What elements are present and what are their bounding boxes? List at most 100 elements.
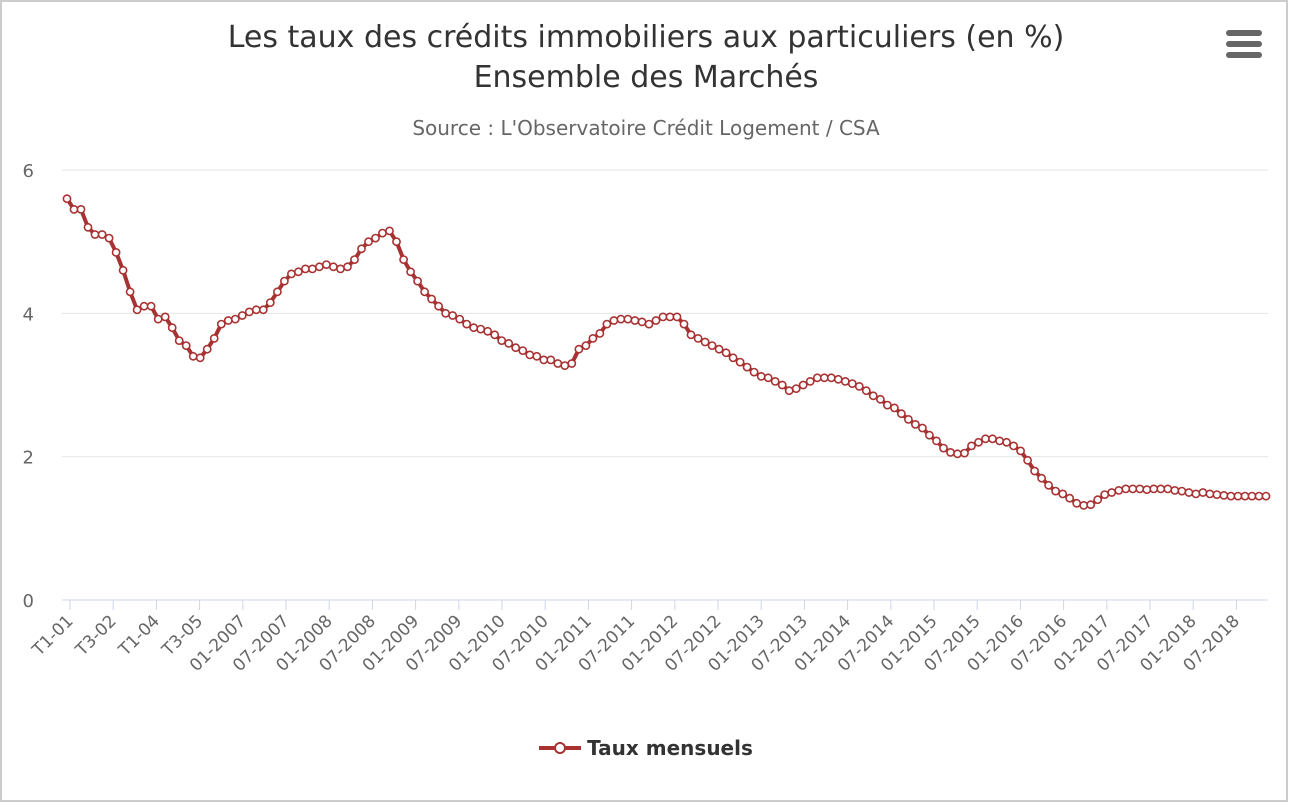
data-point: [97, 230, 107, 239]
legend: Taux mensuels: [0, 736, 1292, 763]
data-point: [946, 447, 955, 457]
hamburger-menu-icon[interactable]: [1226, 30, 1262, 62]
data-point: [1121, 484, 1131, 494]
data-point: [1023, 455, 1032, 465]
data-point: [420, 287, 429, 297]
data-point: [925, 430, 934, 440]
data-point: [1002, 437, 1011, 447]
data-point: [293, 267, 303, 277]
data-point: [1240, 491, 1250, 501]
data-point: [1149, 484, 1159, 494]
data-point: [1261, 491, 1271, 501]
data-point: [637, 317, 647, 327]
data-point: [988, 434, 997, 444]
data-point: [826, 373, 836, 383]
data-point: [974, 437, 983, 447]
data-point: [476, 324, 486, 334]
data-point: [378, 228, 387, 238]
data-point: [343, 262, 352, 272]
data-point: [209, 333, 219, 343]
data-point: [469, 323, 479, 333]
data-point: [588, 333, 598, 343]
data-point: [1135, 484, 1145, 494]
data-point: [932, 436, 941, 446]
data-point: [385, 226, 394, 236]
data-point: [336, 264, 345, 274]
data-point: [763, 373, 773, 383]
data-point: [1009, 441, 1018, 451]
data-point: [69, 204, 79, 214]
data-point: [497, 336, 507, 345]
data-point: [805, 376, 815, 386]
chart-title-line-1: Les taux des crédits immobiliers aux par…: [227, 20, 1065, 55]
y-tick-label: 4: [23, 304, 34, 325]
data-point: [981, 434, 990, 444]
data-point: [967, 441, 976, 451]
data-point: [350, 255, 359, 264]
y-tick-label: 0: [23, 591, 34, 612]
data-point: [265, 298, 275, 307]
menu-bar: [1226, 52, 1262, 58]
data-point: [1093, 495, 1103, 505]
data-point: [1079, 500, 1089, 510]
data-point: [1247, 491, 1257, 501]
data-point: [1037, 473, 1046, 483]
data-point: [623, 314, 633, 324]
data-point: [1030, 466, 1039, 476]
data-point: [553, 359, 563, 368]
legend-item-taux-mensuels[interactable]: Taux mensuels: [539, 736, 753, 760]
y-axis-labels: 0 2 4 6: [23, 161, 34, 612]
data-point: [167, 323, 177, 333]
data-point: [665, 312, 675, 322]
data-point: [1233, 491, 1243, 501]
data-point: [770, 376, 780, 386]
data-point: [868, 391, 878, 401]
data-point: [188, 351, 198, 361]
data-point: [581, 341, 591, 350]
data-point: [223, 316, 233, 325]
data-point: [714, 344, 724, 354]
data-point: [686, 330, 696, 340]
data-point: [62, 194, 72, 204]
series-line-0: [65, 196, 1268, 508]
data-point: [1219, 490, 1229, 500]
data-point: [911, 419, 920, 429]
y-tick-label: 2: [23, 448, 34, 469]
data-point: [883, 400, 892, 410]
x-axis: [62, 599, 1268, 610]
data-point: [504, 338, 514, 348]
data-point: [321, 260, 331, 269]
data-point: [125, 287, 135, 297]
data-point: [1058, 489, 1068, 499]
data-point: [728, 353, 738, 363]
data-point: [76, 204, 86, 214]
data-point: [1086, 500, 1096, 510]
data-point: [1184, 488, 1194, 497]
data-point: [258, 305, 268, 315]
data-point: [721, 348, 731, 358]
data-point: [693, 333, 703, 343]
data-point: [1128, 484, 1138, 494]
data-point: [307, 264, 317, 274]
data-point: [630, 316, 640, 325]
x-axis-labels: T1-01T3-02T1-04T3-0501-200707-200701-200…: [28, 611, 1244, 675]
data-point: [742, 362, 752, 372]
data-point: [1142, 485, 1152, 494]
data-point: [567, 359, 577, 368]
data-point: [939, 443, 948, 453]
data-point: [1198, 488, 1208, 497]
data-point: [160, 312, 170, 322]
data-point: [777, 380, 787, 390]
data-point: [672, 312, 682, 322]
data-point: [427, 294, 436, 304]
data-point: [230, 314, 240, 324]
data-point: [1114, 485, 1124, 495]
data-point: [251, 305, 261, 315]
data-point: [216, 319, 226, 329]
data-point: [595, 328, 605, 338]
data-point: [833, 374, 843, 384]
y-tick-label: 6: [23, 161, 34, 182]
data-point: [1163, 484, 1173, 494]
data-point: [1254, 491, 1264, 501]
